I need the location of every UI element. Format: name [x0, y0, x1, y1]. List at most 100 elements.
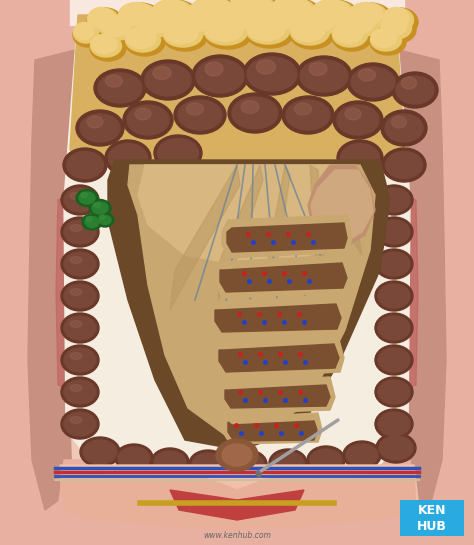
Ellipse shape — [376, 433, 416, 463]
Ellipse shape — [70, 225, 82, 232]
Text: www.kenhub.com: www.kenhub.com — [203, 530, 271, 540]
Ellipse shape — [70, 353, 82, 360]
Ellipse shape — [312, 0, 350, 25]
Polygon shape — [308, 165, 375, 248]
Ellipse shape — [115, 444, 153, 472]
Ellipse shape — [378, 284, 410, 308]
Ellipse shape — [189, 450, 227, 478]
Polygon shape — [60, 465, 418, 515]
Ellipse shape — [192, 55, 248, 97]
Ellipse shape — [296, 56, 352, 96]
Ellipse shape — [70, 385, 82, 391]
Ellipse shape — [61, 377, 99, 407]
Ellipse shape — [370, 29, 406, 55]
Ellipse shape — [371, 29, 401, 51]
Ellipse shape — [91, 35, 121, 57]
Polygon shape — [215, 255, 352, 298]
Ellipse shape — [64, 412, 96, 436]
Ellipse shape — [375, 249, 413, 279]
Ellipse shape — [343, 441, 381, 469]
Ellipse shape — [176, 7, 224, 39]
Ellipse shape — [205, 62, 223, 76]
Ellipse shape — [272, 452, 304, 474]
Ellipse shape — [333, 101, 383, 139]
Ellipse shape — [189, 0, 241, 30]
Ellipse shape — [106, 75, 122, 87]
Ellipse shape — [64, 220, 96, 244]
Ellipse shape — [294, 103, 311, 115]
Ellipse shape — [347, 63, 399, 101]
Ellipse shape — [70, 416, 82, 423]
Ellipse shape — [61, 345, 99, 375]
Ellipse shape — [311, 0, 359, 32]
Ellipse shape — [163, 23, 207, 51]
Ellipse shape — [82, 214, 102, 230]
Ellipse shape — [126, 28, 161, 52]
Ellipse shape — [98, 73, 142, 103]
Ellipse shape — [137, 10, 171, 33]
Ellipse shape — [382, 148, 426, 182]
Polygon shape — [389, 0, 474, 545]
Ellipse shape — [380, 17, 416, 43]
Ellipse shape — [381, 16, 407, 35]
Ellipse shape — [196, 59, 244, 93]
Ellipse shape — [378, 252, 410, 276]
Ellipse shape — [87, 116, 103, 128]
Ellipse shape — [164, 22, 198, 44]
Ellipse shape — [232, 453, 264, 475]
Ellipse shape — [123, 101, 173, 139]
Ellipse shape — [96, 213, 114, 227]
Ellipse shape — [177, 7, 215, 32]
Ellipse shape — [270, 0, 312, 22]
Polygon shape — [335, 165, 362, 255]
Ellipse shape — [92, 202, 108, 214]
Ellipse shape — [346, 444, 378, 466]
Polygon shape — [311, 170, 373, 243]
Ellipse shape — [341, 10, 375, 33]
Ellipse shape — [61, 217, 99, 247]
Ellipse shape — [76, 190, 98, 207]
Ellipse shape — [87, 8, 123, 36]
Ellipse shape — [307, 446, 345, 474]
Ellipse shape — [396, 76, 434, 104]
Polygon shape — [218, 165, 263, 300]
Ellipse shape — [379, 436, 413, 460]
Ellipse shape — [383, 8, 413, 32]
Ellipse shape — [332, 23, 367, 47]
Ellipse shape — [378, 348, 410, 372]
Ellipse shape — [152, 0, 190, 25]
Ellipse shape — [63, 148, 107, 182]
Ellipse shape — [88, 8, 114, 28]
Ellipse shape — [371, 28, 397, 47]
Polygon shape — [64, 15, 410, 465]
Ellipse shape — [76, 110, 124, 146]
Polygon shape — [220, 263, 347, 292]
Polygon shape — [214, 336, 344, 378]
Ellipse shape — [99, 215, 111, 225]
Ellipse shape — [216, 439, 258, 471]
Ellipse shape — [378, 220, 410, 244]
Ellipse shape — [70, 257, 82, 263]
Polygon shape — [28, 50, 78, 510]
Ellipse shape — [375, 281, 413, 311]
Ellipse shape — [311, 0, 355, 28]
Ellipse shape — [136, 11, 180, 41]
Ellipse shape — [64, 284, 96, 308]
Ellipse shape — [192, 453, 224, 475]
Ellipse shape — [243, 53, 301, 95]
Ellipse shape — [126, 27, 156, 49]
Ellipse shape — [333, 22, 363, 44]
Ellipse shape — [340, 11, 380, 37]
Ellipse shape — [86, 216, 92, 221]
Ellipse shape — [152, 0, 194, 28]
Ellipse shape — [381, 110, 427, 146]
Ellipse shape — [64, 252, 96, 276]
Polygon shape — [268, 165, 290, 290]
Ellipse shape — [157, 138, 199, 167]
Ellipse shape — [378, 412, 410, 436]
Ellipse shape — [178, 100, 222, 130]
Ellipse shape — [348, 3, 388, 29]
Ellipse shape — [300, 60, 348, 92]
Ellipse shape — [358, 69, 375, 81]
Ellipse shape — [257, 4, 299, 29]
